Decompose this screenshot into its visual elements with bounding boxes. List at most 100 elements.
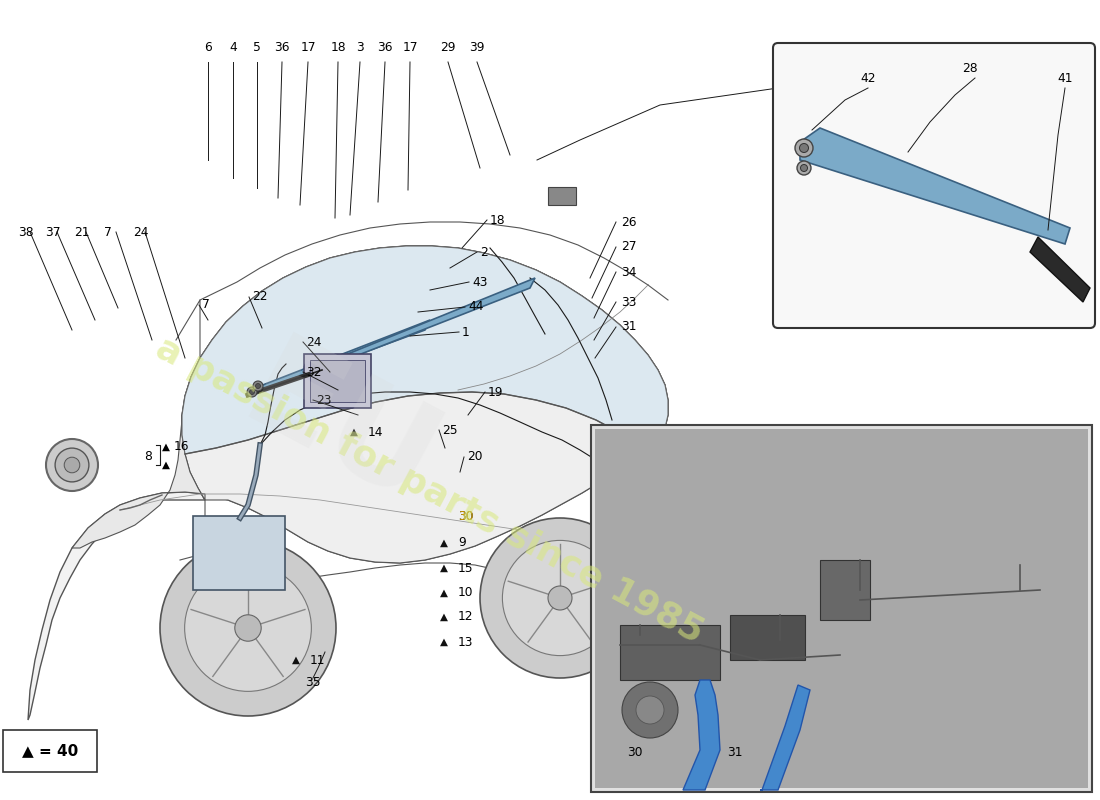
FancyBboxPatch shape <box>192 516 285 590</box>
Polygon shape <box>760 685 810 790</box>
Circle shape <box>795 139 813 157</box>
Circle shape <box>64 457 80 473</box>
Circle shape <box>800 143 808 153</box>
Text: 25: 25 <box>442 423 458 437</box>
Bar <box>730 615 805 660</box>
Text: 28: 28 <box>962 62 978 75</box>
Text: 6: 6 <box>205 41 212 54</box>
Text: 22: 22 <box>252 290 267 303</box>
Circle shape <box>548 586 572 610</box>
Text: 10: 10 <box>458 586 473 599</box>
Text: 34: 34 <box>621 266 637 278</box>
Text: 18: 18 <box>330 41 345 54</box>
Text: 33: 33 <box>621 295 637 309</box>
FancyBboxPatch shape <box>591 425 1092 792</box>
Circle shape <box>621 682 678 738</box>
Text: 32: 32 <box>306 366 321 378</box>
Circle shape <box>801 165 807 171</box>
FancyBboxPatch shape <box>3 730 97 772</box>
Text: 1: 1 <box>462 326 470 338</box>
Text: a passion for parts since 1985: a passion for parts since 1985 <box>151 330 710 650</box>
Text: 23: 23 <box>316 394 331 406</box>
Text: 14: 14 <box>368 426 384 438</box>
Polygon shape <box>72 415 205 548</box>
Text: 13: 13 <box>458 635 473 649</box>
FancyBboxPatch shape <box>773 43 1094 328</box>
Bar <box>620 625 721 680</box>
Bar <box>548 187 576 205</box>
Text: ▲: ▲ <box>440 538 448 548</box>
Text: 37: 37 <box>45 226 60 238</box>
Text: ▲: ▲ <box>440 612 448 622</box>
Text: 3: 3 <box>356 41 364 54</box>
Text: 7: 7 <box>104 226 112 238</box>
Circle shape <box>248 387 257 397</box>
Bar <box>820 560 870 620</box>
Circle shape <box>234 614 261 642</box>
Text: 7: 7 <box>202 298 210 311</box>
Text: 17: 17 <box>300 41 316 54</box>
Text: 30: 30 <box>458 510 473 523</box>
Polygon shape <box>182 246 668 563</box>
Text: 21: 21 <box>74 226 89 238</box>
Text: 36: 36 <box>274 41 289 54</box>
Circle shape <box>255 383 261 389</box>
Text: ▲: ▲ <box>440 563 448 573</box>
Text: 17: 17 <box>403 41 418 54</box>
Circle shape <box>185 565 311 691</box>
Circle shape <box>55 448 89 482</box>
Text: ▲: ▲ <box>162 460 170 470</box>
Text: ▲: ▲ <box>292 655 300 665</box>
Circle shape <box>503 541 617 656</box>
Text: 35: 35 <box>305 675 321 689</box>
Text: ▲: ▲ <box>350 427 358 437</box>
Polygon shape <box>182 246 668 454</box>
Text: ▲ = 40: ▲ = 40 <box>22 743 78 758</box>
Text: 31: 31 <box>621 321 637 334</box>
Text: 31: 31 <box>727 746 742 759</box>
Text: ▲: ▲ <box>440 588 448 598</box>
Text: 9: 9 <box>458 537 465 550</box>
Text: 24: 24 <box>306 335 321 349</box>
Text: EU: EU <box>223 328 456 532</box>
Circle shape <box>636 696 664 724</box>
Bar <box>310 360 365 402</box>
Text: ▲: ▲ <box>440 637 448 647</box>
Bar <box>595 429 1088 788</box>
Text: 12: 12 <box>458 610 473 623</box>
Text: 16: 16 <box>174 441 189 454</box>
Circle shape <box>480 518 640 678</box>
Text: 30: 30 <box>627 746 642 759</box>
Text: 11: 11 <box>310 654 326 666</box>
Text: 24: 24 <box>133 226 148 238</box>
Text: 38: 38 <box>18 226 34 238</box>
Polygon shape <box>28 246 668 720</box>
Text: 30: 30 <box>458 510 473 523</box>
Polygon shape <box>320 278 535 370</box>
Text: 42: 42 <box>860 72 876 85</box>
Text: 15: 15 <box>458 562 474 574</box>
Text: 20: 20 <box>468 450 483 463</box>
Polygon shape <box>800 128 1070 244</box>
Text: 41: 41 <box>1057 72 1072 85</box>
Text: 5: 5 <box>253 41 261 54</box>
Text: 2: 2 <box>480 246 487 258</box>
Circle shape <box>160 540 336 716</box>
Text: 19: 19 <box>488 386 504 398</box>
Text: 36: 36 <box>377 41 393 54</box>
Circle shape <box>798 161 811 175</box>
FancyBboxPatch shape <box>304 354 371 408</box>
Text: ▲: ▲ <box>162 442 170 452</box>
Text: 27: 27 <box>621 241 637 254</box>
Circle shape <box>250 390 254 394</box>
Text: 18: 18 <box>490 214 506 226</box>
Circle shape <box>46 439 98 491</box>
Text: 43: 43 <box>472 275 487 289</box>
Circle shape <box>253 381 263 391</box>
Text: 26: 26 <box>621 215 637 229</box>
Text: 29: 29 <box>440 41 455 54</box>
Text: 4: 4 <box>229 41 236 54</box>
Text: 44: 44 <box>468 301 484 314</box>
Text: 8: 8 <box>144 450 152 463</box>
Polygon shape <box>1030 237 1090 302</box>
